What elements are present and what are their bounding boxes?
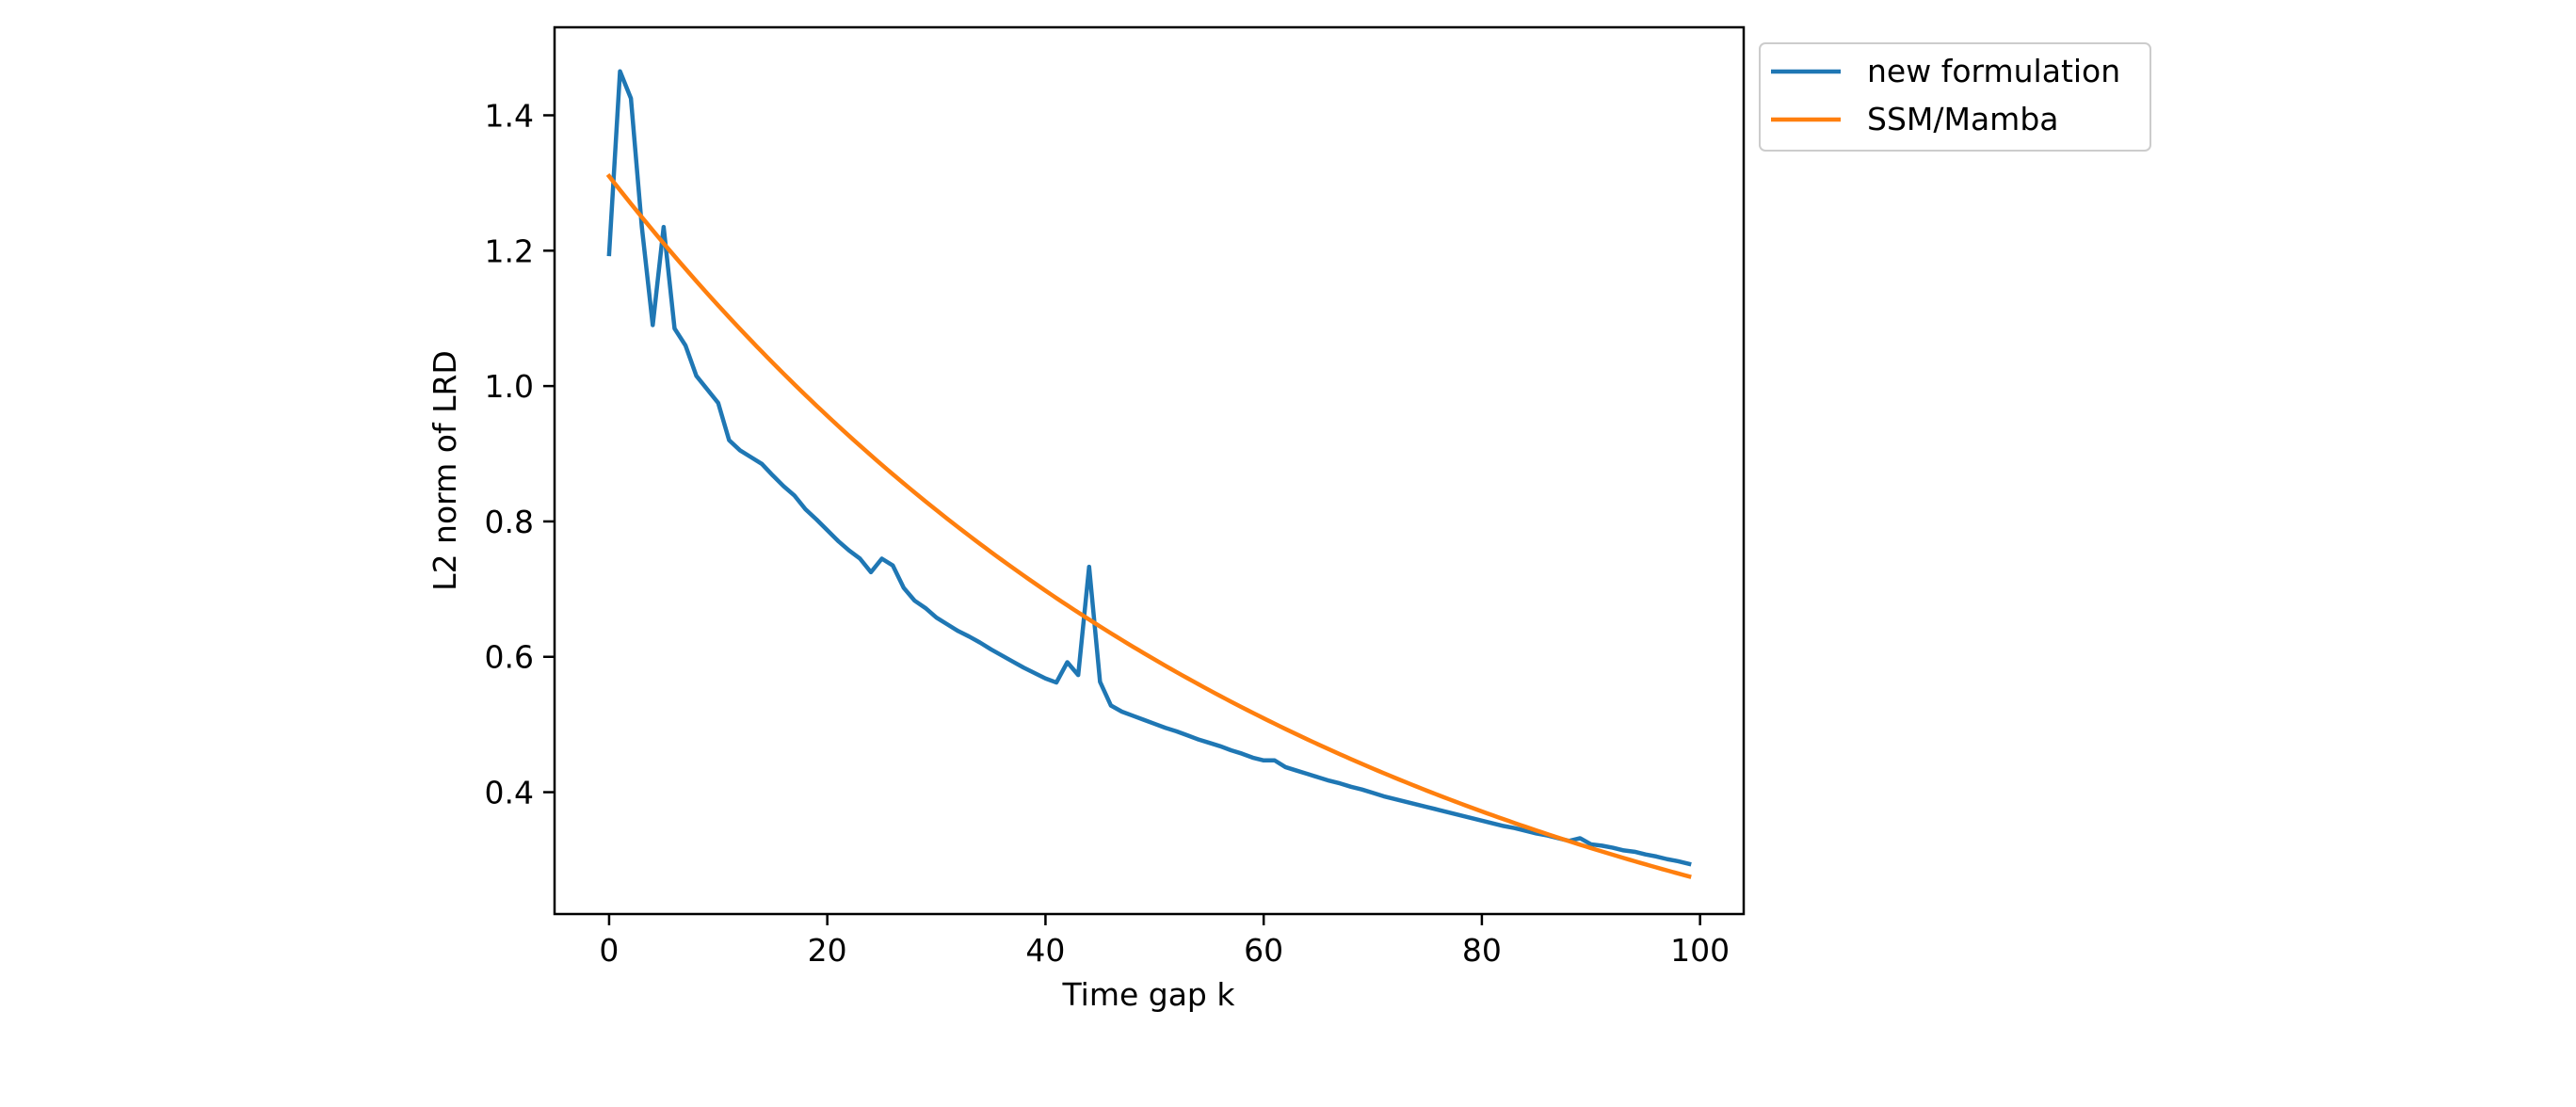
x-tick-label: 20 [808,932,847,969]
y-tick-label: 1.2 [485,233,534,269]
y-tick-label: 0.8 [485,504,534,540]
x-tick-label: 0 [599,932,619,969]
plot-frame [553,25,1746,916]
y-tick-label: 0.6 [485,639,534,676]
plot-area [553,25,1746,916]
x-tick-label: 60 [1244,932,1283,969]
series-line-ssm-mamba [605,173,1692,879]
x-tick-label: 80 [1462,932,1502,969]
series-line-new-formulation [606,69,1692,867]
x-tick-label: 100 [1670,932,1730,969]
y-tick-label: 1.4 [485,97,534,134]
legend-label-new-formulation: new formulation [1867,53,2120,89]
y-axis: 0.4 0.6 0.8 1.0 1.2 1.4 [485,97,555,811]
y-axis-label: L2 norm of LRD [427,350,463,591]
series-layer [605,69,1692,879]
x-axis-label: Time gap k [1062,976,1236,1013]
y-tick-label: 0.4 [485,775,534,811]
legend-label-ssm-mamba: SSM/Mamba [1867,101,2059,137]
legend: new formulation SSM/Mamba [1759,42,2151,152]
y-tick-label: 1.0 [485,368,534,405]
x-axis: 0 20 40 60 80 100 [599,914,1730,969]
legend-box [1759,42,2151,152]
x-tick-label: 40 [1025,932,1065,969]
